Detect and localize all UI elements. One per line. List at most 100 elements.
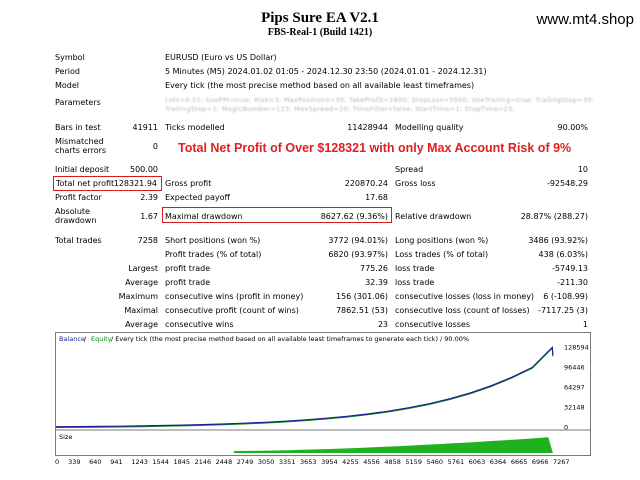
expected-payoff-label: Expected payoff <box>165 193 230 202</box>
x-tick-label: 2146 <box>194 458 212 466</box>
max-cons-wins-value: 156 (301.06) <box>335 292 388 301</box>
x-tick-label: 4255 <box>342 458 359 466</box>
loss-trades-label: Loss trades (% of total) <box>395 250 489 259</box>
size-panel-label: Size <box>59 433 72 441</box>
avg-cons-wins-label: consecutive wins <box>165 320 234 329</box>
ticks-value: 11428944 <box>347 123 388 132</box>
max-drawdown-value: 8627.62 (9.36%) <box>320 212 388 221</box>
relative-dd-value: 28.87% (288.27) <box>520 212 588 221</box>
x-tick-label: 2448 <box>215 458 233 466</box>
website-watermark: www.mt4.shop <box>536 11 634 28</box>
ticks-label: Ticks modelled <box>165 123 225 132</box>
x-tick-label: 4858 <box>384 458 401 466</box>
parameters-line-1: Lots=0.01; UsePM=true; Risk=3; MaxPositi… <box>165 96 595 104</box>
model-label: Model <box>55 81 80 90</box>
gross-profit-label: Gross profit <box>165 179 212 188</box>
quality-value: 90.00% <box>557 123 588 132</box>
max-cons-losses-label: consecutive losses (loss in money) <box>395 292 535 301</box>
maximum-label: Maximum <box>118 292 158 301</box>
balance-series-line <box>55 345 554 428</box>
x-tick-label: 6966 <box>531 458 549 466</box>
net-profit-highlight <box>53 176 162 191</box>
x-tick-label: 941 <box>110 458 123 466</box>
avg-cons-losses-label: consecutive losses <box>395 320 471 329</box>
absolute-dd-label-1: Absolute <box>55 207 90 216</box>
symbol-label: Symbol <box>55 53 85 62</box>
legend-description: / Every tick (the most precise method ba… <box>111 335 469 343</box>
y-tick-label: 96446 <box>564 364 585 372</box>
x-tick-label: 5761 <box>447 458 465 466</box>
deposit-value: 500.00 <box>130 165 158 174</box>
spread-value: 10 <box>577 165 588 174</box>
quality-label: Modelling quality <box>395 123 464 132</box>
period-label: Period <box>55 67 80 76</box>
x-tick-label: 3653 <box>300 458 317 466</box>
largest-profit-label: profit trade <box>165 264 211 273</box>
x-tick-label: 3954 <box>321 458 338 466</box>
maximal-label: Maximal <box>124 306 158 315</box>
symbol-value: EURUSD (Euro vs US Dollar) <box>165 53 277 62</box>
long-positions-label: Long positions (won %) <box>395 236 489 245</box>
total-trades-label: Total trades <box>55 236 102 245</box>
avg-cons-losses-value: 1 <box>582 320 588 329</box>
x-tick-label: 0 <box>55 458 60 466</box>
maximal-cons-loss-label: consecutive loss (count of losses) <box>395 306 530 315</box>
absolute-dd-value: 1.67 <box>140 212 158 221</box>
average-2-label: Average <box>125 320 158 329</box>
avg-cons-wins-value: 23 <box>377 320 388 329</box>
legend-balance: Balance <box>59 335 85 343</box>
deposit-label: Initial deposit <box>55 165 110 174</box>
profit-factor-value: 2.39 <box>140 193 158 202</box>
x-tick-label: 1544 <box>152 458 169 466</box>
largest-label: Largest <box>128 264 158 273</box>
average-loss-label: loss trade <box>395 278 435 287</box>
period-value: 5 Minutes (M5) 2024.01.02 01:05 - 2024.1… <box>165 67 487 76</box>
absolute-dd-label-2: drawdown <box>55 216 97 225</box>
maximal-cons-profit-label: consecutive profit (count of wins) <box>165 306 299 315</box>
largest-profit-value: 775.26 <box>360 264 388 273</box>
long-positions-value: 3486 (93.92%) <box>528 236 588 245</box>
profit-trades-label: Profit trades (% of total) <box>165 250 262 259</box>
y-tick-label: 128594 <box>564 344 589 352</box>
legend-equity: Equity <box>91 335 112 343</box>
maximal-cons-loss-value: -7117.25 (3) <box>538 306 588 315</box>
parameters-line-2: TrailingStep=1; MagicNumber=123; MaxSpre… <box>165 105 515 113</box>
x-tick-label: 1243 <box>131 458 148 466</box>
total-trades-value: 7258 <box>137 236 158 245</box>
x-tick-label: 6364 <box>489 458 507 466</box>
x-tick-label: 5460 <box>426 458 444 466</box>
loss-trades-value: 438 (6.03%) <box>538 250 588 259</box>
model-value: Every tick (the most precise method base… <box>165 81 475 90</box>
net-profit-label: Total net profit <box>56 179 115 188</box>
mismatch-value: 0 <box>152 142 158 151</box>
equity-series-line <box>55 346 554 428</box>
expected-payoff-value: 17.68 <box>365 193 388 202</box>
x-tick-label: 4556 <box>363 458 380 466</box>
largest-loss-label: loss trade <box>395 264 435 273</box>
short-positions-value: 3772 (94.01%) <box>328 236 388 245</box>
gross-profit-value: 220870.24 <box>344 179 388 188</box>
legend-separator: / <box>84 335 87 343</box>
y-tick-label: 0 <box>564 424 568 432</box>
balance-chart-svg: Balance / Equity / Every tick (the most … <box>55 333 590 455</box>
relative-dd-label: Relative drawdown <box>395 212 472 221</box>
max-cons-losses-value: 6 (-108.99) <box>543 292 588 301</box>
x-tick-label: 3050 <box>257 458 275 466</box>
gross-loss-label: Gross loss <box>395 179 436 188</box>
profit-factor-label: Profit factor <box>55 193 102 202</box>
bars-label: Bars in test <box>55 123 101 132</box>
report-subtitle: FBS-Real-1 (Build 1421) <box>267 27 373 38</box>
mismatch-label-2: charts errors <box>55 146 107 155</box>
profit-trades-value: 6820 (93.97%) <box>328 250 388 259</box>
average-profit-value: 32.39 <box>365 278 388 287</box>
x-tick-label: 5159 <box>405 458 422 466</box>
headline-banner: Total Net Profit of Over $128321 with on… <box>178 141 572 155</box>
parameters-label: Parameters <box>55 98 101 107</box>
report-title: Pips Sure EA V2.1 <box>261 10 379 26</box>
net-profit-value: 128321.94 <box>113 179 157 188</box>
balance-chart: Balance / Equity / Every tick (the most … <box>55 332 591 456</box>
x-tick-label: 6063 <box>468 458 486 466</box>
average-profit-label: profit trade <box>165 278 211 287</box>
largest-loss-value: -5749.13 <box>552 264 588 273</box>
y-tick-label: 64297 <box>564 384 585 392</box>
